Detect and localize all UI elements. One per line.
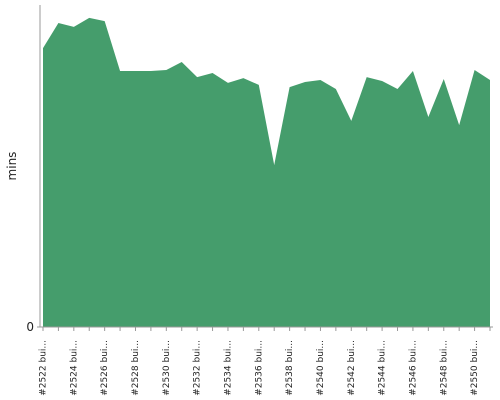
- x-tick-label: #2524 bui...: [69, 340, 79, 396]
- x-tick-label: #2540 bui...: [316, 340, 326, 396]
- x-tick-label: #2536 bui...: [254, 340, 264, 396]
- x-tick-label: #2550 bui...: [470, 340, 480, 396]
- x-tick-label: #2542 bui...: [347, 340, 357, 396]
- x-tick-label: #2522 bui...: [39, 340, 49, 396]
- x-tick-label: #2544 bui...: [378, 340, 388, 396]
- x-tick-label: #2534 bui...: [223, 340, 233, 396]
- x-tick-label: #2528 bui...: [131, 340, 141, 396]
- x-tick-label: #2532 bui...: [193, 340, 203, 396]
- y-axis-label: mins: [5, 152, 19, 181]
- x-tick-label: #2526 bui...: [100, 340, 110, 396]
- y-tick-label: 0: [26, 320, 34, 334]
- x-tick-label: #2546 bui...: [408, 340, 418, 396]
- area: [43, 17, 490, 327]
- x-tick-label: #2548 bui...: [439, 340, 449, 396]
- x-tick-label: #2538 bui...: [285, 340, 295, 396]
- x-tick-label: #2530 bui...: [162, 340, 172, 396]
